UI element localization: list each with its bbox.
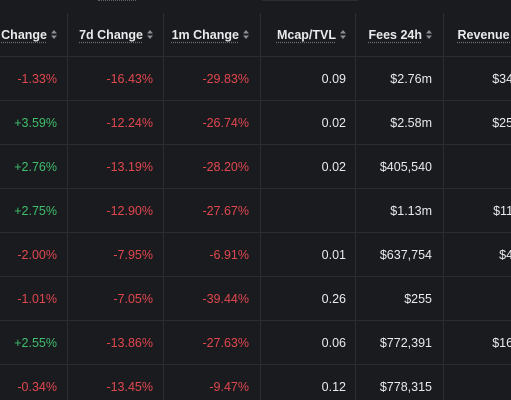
- cell-change-1m: -39.44%: [202, 291, 249, 306]
- table-row[interactable]: -1.33% -16.43% -29.83% 0.09 $2.76m $347: [0, 57, 511, 101]
- table-row[interactable]: +3.59% -12.24% -26.74% 0.02 $2.58m $258: [0, 101, 511, 145]
- cell-revenue-24h: $160: [492, 335, 511, 350]
- cell-revenue-24h: $258: [492, 115, 511, 130]
- sort-icon: [426, 30, 432, 39]
- column-group-marker: [262, 0, 358, 2]
- cell-fees-24h: $2.58m: [390, 115, 432, 130]
- column-divider: [163, 13, 164, 400]
- cell-change-7d: -13.19%: [106, 159, 153, 174]
- cell-change-1d: +2.76%: [14, 159, 57, 174]
- cell-revenue-24h: $: [440, 365, 511, 400]
- cell-mcap-tvl: 0.02: [321, 115, 346, 130]
- column-divider: [67, 13, 68, 400]
- cell-revenue-24h: $44: [499, 247, 511, 262]
- column-header-label: 1m Change: [171, 27, 239, 42]
- cell-revenue-24h: $: [440, 277, 511, 320]
- cell-change-7d: -7.95%: [113, 247, 153, 262]
- cell-mcap-tvl: 0.26: [321, 291, 346, 306]
- sort-icon: [243, 30, 249, 39]
- cell-fees-24h: $1.13m: [390, 203, 432, 218]
- table-row[interactable]: +2.55% -13.86% -27.63% 0.06 $772,391 $160: [0, 321, 511, 365]
- cell-change-1d: +3.59%: [14, 115, 57, 130]
- cell-change-7d: -16.43%: [106, 71, 153, 86]
- column-divider: [443, 13, 444, 400]
- cell-change-1m: -27.63%: [202, 335, 249, 350]
- cell-mcap-tvl: 0.02: [321, 159, 346, 174]
- column-header-label: Revenue 2: [457, 27, 511, 42]
- cell-fees-24h: $2.76m: [390, 71, 432, 86]
- cell-fees-24h: $405,540: [379, 159, 432, 174]
- column-header-change-1d[interactable]: Change: [0, 13, 57, 56]
- column-header-revenue-24h[interactable]: Revenue 2: [440, 13, 511, 56]
- cell-change-1m: -28.20%: [202, 159, 249, 174]
- table-row[interactable]: +2.76% -13.19% -28.20% 0.02 $405,540: [0, 145, 511, 189]
- cell-change-1m: -9.47%: [209, 379, 249, 394]
- cell-revenue-24h: [440, 145, 511, 188]
- table-row[interactable]: -0.34% -13.45% -9.47% 0.12 $778,315 $: [0, 365, 511, 400]
- cell-mcap-tvl: 0.01: [321, 247, 346, 262]
- cell-change-1d: -1.33%: [17, 71, 57, 86]
- cell-change-7d: -13.86%: [106, 335, 153, 350]
- cell-change-7d: -13.45%: [106, 379, 153, 394]
- cell-change-1d: -0.34%: [17, 379, 57, 394]
- cell-fees-24h: $255: [404, 291, 432, 306]
- column-group-marker: [98, 0, 136, 2]
- cell-fees-24h: $778,315: [379, 379, 432, 394]
- cell-change-1d: -1.01%: [17, 291, 57, 306]
- cell-mcap-tvl: 0.06: [321, 335, 346, 350]
- sort-icon: [340, 30, 346, 39]
- column-header-label: Mcap/TVL: [276, 27, 336, 42]
- column-header-fees-24h[interactable]: Fees 24h: [336, 13, 432, 56]
- cell-fees-24h: $772,391: [379, 335, 432, 350]
- sort-icon: [51, 30, 57, 39]
- cell-mcap-tvl: 0.09: [321, 71, 346, 86]
- cell-mcap-tvl: 0.12: [321, 379, 346, 394]
- cell-change-1d: +2.75%: [14, 203, 57, 218]
- cell-change-1m: -29.83%: [202, 71, 249, 86]
- cell-change-7d: -7.05%: [113, 291, 153, 306]
- column-header-label: Change: [1, 27, 47, 42]
- cell-revenue-24h: $347: [492, 71, 511, 86]
- cell-change-7d: -12.24%: [106, 115, 153, 130]
- cell-revenue-24h: $113: [493, 203, 511, 218]
- cell-change-1d: +2.55%: [14, 335, 57, 350]
- table-row[interactable]: +2.75% -12.90% -27.67% $1.13m $113: [0, 189, 511, 233]
- column-divider: [355, 13, 356, 400]
- cell-change-7d: -12.90%: [106, 203, 153, 218]
- column-header-label: Fees 24h: [368, 27, 422, 42]
- column-header-change-1m[interactable]: 1m Change: [153, 13, 249, 56]
- table-header: Change 7d Change 1m Change Mcap/TVL Fees 24h…: [0, 13, 511, 57]
- table-row[interactable]: -1.01% -7.05% -39.44% 0.26 $255 $: [0, 277, 511, 321]
- column-header-mcap-tvl[interactable]: Mcap/TVL: [250, 13, 346, 56]
- cell-change-1m: -26.74%: [202, 115, 249, 130]
- table-row[interactable]: -2.00% -7.95% -6.91% 0.01 $637,754 $44: [0, 233, 511, 277]
- cell-change-1m: -6.91%: [209, 247, 249, 262]
- cell-mcap-tvl: [250, 189, 346, 232]
- column-divider: [260, 13, 261, 400]
- cell-change-1d: -2.00%: [17, 247, 57, 262]
- table-body: -1.33% -16.43% -29.83% 0.09 $2.76m $347 +3.59%…: [0, 57, 511, 400]
- sort-icon: [147, 30, 153, 39]
- cell-fees-24h: $637,754: [379, 247, 432, 262]
- column-header-change-7d[interactable]: 7d Change: [57, 13, 153, 56]
- cell-change-1m: -27.67%: [202, 203, 249, 218]
- column-header-label: 7d Change: [79, 27, 143, 42]
